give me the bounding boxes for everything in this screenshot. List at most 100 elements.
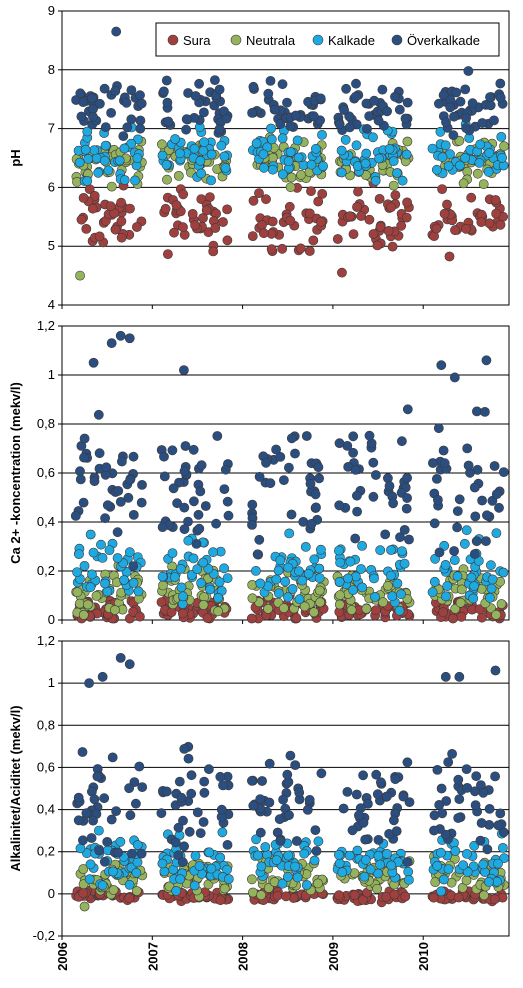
point-överkalkade [135, 123, 146, 134]
point-sura [381, 891, 392, 902]
point-kalkade [85, 582, 96, 593]
point-överkalkade [301, 431, 312, 441]
point-överkalkade [479, 406, 490, 417]
point-sura [281, 891, 291, 902]
point-överkalkade [223, 510, 234, 521]
point-överkalkade [77, 747, 88, 757]
point-överkalkade [124, 783, 135, 794]
point-överkalkade [219, 484, 230, 494]
point-överkalkade [470, 511, 481, 522]
x-tick-label: 2010 [416, 942, 431, 971]
point-överkalkade [215, 771, 226, 782]
point-överkalkade [434, 547, 445, 558]
point-överkalkade [94, 448, 105, 459]
point-kalkade [334, 576, 345, 587]
point-kalkade [340, 134, 351, 145]
point-sura [484, 218, 495, 229]
point-kalkade [335, 557, 345, 568]
point-kalkade [437, 152, 448, 163]
point-överkalkade [92, 771, 103, 782]
point-sura [466, 192, 477, 203]
point-kalkade [344, 850, 355, 861]
point-överkalkade [467, 98, 478, 109]
point-sura [396, 220, 407, 231]
point-överkalkade [448, 130, 459, 141]
point-neutrala [491, 609, 501, 620]
point-sura [444, 251, 455, 262]
point-överkalkade [390, 91, 400, 102]
point-kalkade [333, 849, 344, 860]
point-kalkade [394, 605, 405, 616]
point-kalkade [469, 581, 479, 591]
point-neutrala [219, 883, 230, 894]
point-neutrala [246, 874, 257, 885]
point-sura [178, 189, 189, 200]
point-kalkade [497, 843, 508, 853]
point-överkalkade [369, 95, 380, 106]
point-kalkade [373, 850, 384, 861]
point-kalkade [343, 573, 353, 584]
y-tick-label: 6 [48, 179, 55, 194]
point-sura [247, 231, 258, 241]
point-sura [400, 891, 411, 902]
point-överkalkade [285, 121, 296, 131]
point-kalkade [251, 138, 262, 149]
point-sura [352, 202, 362, 212]
point-kalkade [435, 847, 446, 858]
point-överkalkade [177, 857, 188, 868]
point-kalkade [436, 886, 446, 897]
point-kalkade [438, 874, 449, 885]
point-neutrala [110, 605, 120, 615]
point-överkalkade [214, 84, 225, 95]
point-kalkade [333, 545, 344, 556]
point-överkalkade [470, 800, 481, 810]
point-överkalkade [222, 496, 233, 507]
point-kalkade [169, 572, 180, 582]
point-kalkade [459, 538, 470, 549]
point-sura [389, 889, 400, 900]
point-kalkade [198, 145, 209, 156]
point-överkalkade [278, 794, 288, 805]
point-kalkade [194, 861, 205, 871]
point-överkalkade [429, 810, 440, 821]
point-kalkade [273, 565, 284, 576]
point-kalkade [290, 861, 300, 872]
point-kalkade [292, 135, 303, 146]
point-outlier [481, 355, 492, 366]
point-överkalkade [195, 486, 206, 497]
point-kalkade [399, 558, 410, 569]
point-överkalkade [441, 117, 451, 128]
point-överkalkade [180, 441, 191, 451]
point-kalkade [386, 545, 396, 555]
point-överkalkade [452, 522, 462, 533]
point-kalkade [93, 167, 104, 178]
point-överkalkade [79, 433, 90, 444]
point-överkalkade [89, 476, 100, 486]
point-kalkade [267, 164, 278, 175]
point-sura [456, 611, 467, 622]
point-neutrala [454, 135, 465, 146]
point-överkalkade [127, 848, 137, 859]
point-överkalkade [89, 794, 100, 805]
point-neutrala [256, 890, 266, 900]
point-överkalkade [222, 840, 233, 850]
point-kalkade [131, 867, 142, 878]
y-axis-label: pH [8, 149, 23, 166]
point-överkalkade [261, 457, 271, 468]
point-sura [490, 195, 501, 205]
point-kalkade [485, 560, 496, 571]
point-kalkade [385, 570, 396, 581]
point-neutrala [72, 587, 83, 598]
point-överkalkade [368, 491, 379, 502]
point-sura [476, 217, 487, 227]
point-kalkade [216, 140, 227, 151]
point-kalkade [87, 569, 97, 580]
point-överkalkade [396, 436, 407, 447]
point-överkalkade [341, 83, 351, 94]
point-sura [474, 604, 485, 615]
point-överkalkade [438, 445, 449, 456]
point-kalkade [499, 853, 510, 864]
point-kalkade [133, 586, 144, 597]
point-överkalkade [88, 815, 98, 826]
point-kalkade [432, 860, 443, 871]
